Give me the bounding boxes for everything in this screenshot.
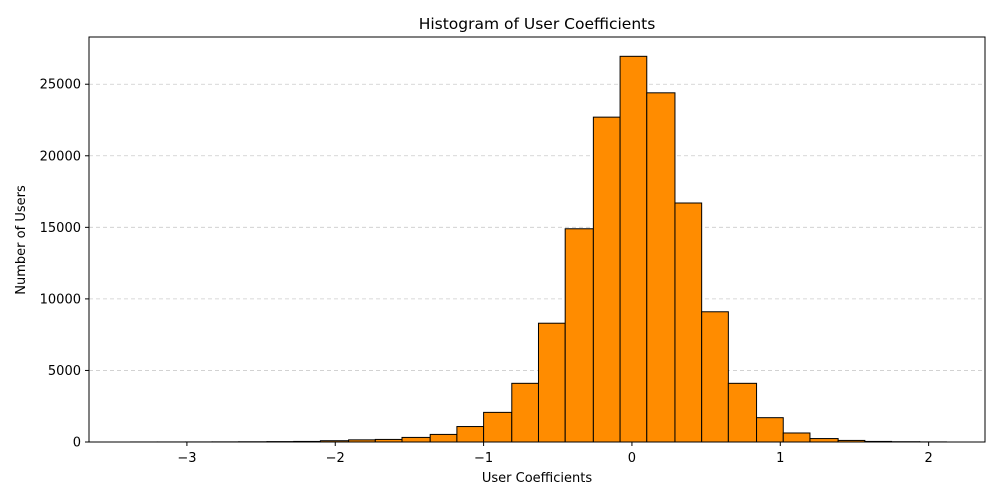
histogram-bar-20	[674, 202, 703, 443]
y-tick-label-5: 25000	[40, 78, 81, 93]
x-axis-ticks: −3 −2 −1 0 1 2	[177, 442, 933, 466]
x-tick-label-0: −3	[177, 451, 196, 466]
histogram-bars	[130, 55, 947, 443]
histogram-bar-25	[809, 438, 839, 443]
y-gridlines	[89, 83, 985, 371]
y-tick-label-1: 5000	[48, 364, 81, 379]
histogram-bar-22	[727, 382, 758, 443]
histogram-bar-24	[782, 432, 811, 443]
histogram-bar-14	[511, 382, 539, 443]
x-tick-label-2: −1	[474, 451, 493, 466]
histogram-bar-11	[429, 433, 458, 443]
plot-frame	[88, 36, 986, 443]
histogram-bar-10	[401, 436, 431, 443]
histogram-bar-16	[564, 228, 594, 443]
histogram-bar-19	[646, 92, 676, 443]
histogram-bar-13	[483, 411, 513, 443]
histogram-bar-12	[456, 426, 485, 443]
x-tick-label-5: 2	[924, 451, 932, 466]
histogram-bar-18	[619, 55, 648, 443]
y-axis-ticks: 0 5000 10000 15000 20000 25000	[40, 78, 89, 451]
x-tick-label-4: 1	[776, 451, 784, 466]
x-axis-label: User Coefficients	[482, 471, 592, 486]
histogram-bar-23	[756, 417, 784, 443]
chart-title: Histogram of User Coefficients	[419, 15, 656, 33]
y-tick-label-4: 20000	[40, 149, 81, 164]
histogram-bar-21	[701, 311, 729, 443]
histogram-bar-17	[592, 116, 621, 443]
y-tick-label-3: 15000	[40, 221, 81, 236]
y-tick-label-2: 10000	[40, 292, 81, 307]
histogram-bar-15	[537, 322, 566, 443]
x-tick-label-3: 0	[628, 451, 636, 466]
y-tick-label-0: 0	[73, 436, 81, 451]
y-axis-label: Number of Users	[14, 185, 29, 295]
x-tick-label-1: −2	[326, 451, 345, 466]
